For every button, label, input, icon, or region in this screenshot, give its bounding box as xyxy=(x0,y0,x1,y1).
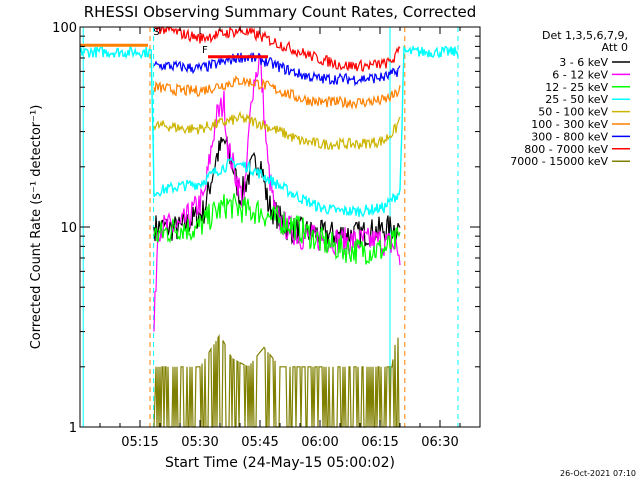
series-line-6 xyxy=(153,51,401,87)
timestamp: 26-Oct-2021 07:10 xyxy=(560,469,636,478)
annotation-1: F xyxy=(202,45,208,56)
legend-label-8: 7000 - 15000 keV xyxy=(510,155,608,168)
x-tick-label-4: 06:15 xyxy=(361,435,398,450)
series-line-5 xyxy=(153,75,401,110)
y-axis: 1 10 100 xyxy=(52,21,480,436)
x-tick-label-0: 05:15 xyxy=(121,435,158,450)
series-line-2 xyxy=(153,193,401,265)
legend-label-1: 6 - 12 keV xyxy=(552,68,608,81)
legend-label-4: 50 - 100 keV xyxy=(538,106,608,119)
x-tick-label-5: 06:30 xyxy=(421,435,458,450)
legend-label-6: 300 - 800 keV xyxy=(531,130,608,143)
x-tick-label-2: 05:45 xyxy=(241,435,278,450)
series-line-3 xyxy=(79,44,459,218)
legend-label-0: 3 - 6 keV xyxy=(559,56,608,69)
y-tick-label-0: 1 xyxy=(69,421,77,436)
x-tick-label-3: 06:00 xyxy=(301,435,338,450)
legend-label-5: 100 - 300 keV xyxy=(531,118,608,131)
x-axis: 05:15 05:30 05:45 06:00 06:15 06:30 xyxy=(99,27,461,450)
series-line-1 xyxy=(153,54,401,332)
legend-label-3: 25 - 50 keV xyxy=(545,93,608,106)
y-tick-label-2: 100 xyxy=(52,21,77,36)
x-tick-label-1: 05:30 xyxy=(181,435,218,450)
annotation-0: S xyxy=(153,27,159,38)
legend-header-0: Det 1,3,5,6,7,9, xyxy=(542,29,628,42)
legend-label-7: 800 - 7000 keV xyxy=(524,143,608,156)
chart-title: RHESSI Observing Summary Count Rates, Co… xyxy=(84,3,477,21)
legend-header-1: Att 0 xyxy=(602,41,628,54)
x-axis-label: Start Time (24-May-15 05:00:02) xyxy=(165,455,395,471)
legend-label-2: 12 - 25 keV xyxy=(545,81,608,94)
series-line-7 xyxy=(153,24,401,73)
y-axis-label: Corrected Count Rate (s⁻¹ detector⁻¹) xyxy=(29,105,44,350)
y-tick-label-1: 10 xyxy=(60,221,77,236)
series-line-0 xyxy=(153,136,401,249)
series-line-4 xyxy=(153,110,401,150)
